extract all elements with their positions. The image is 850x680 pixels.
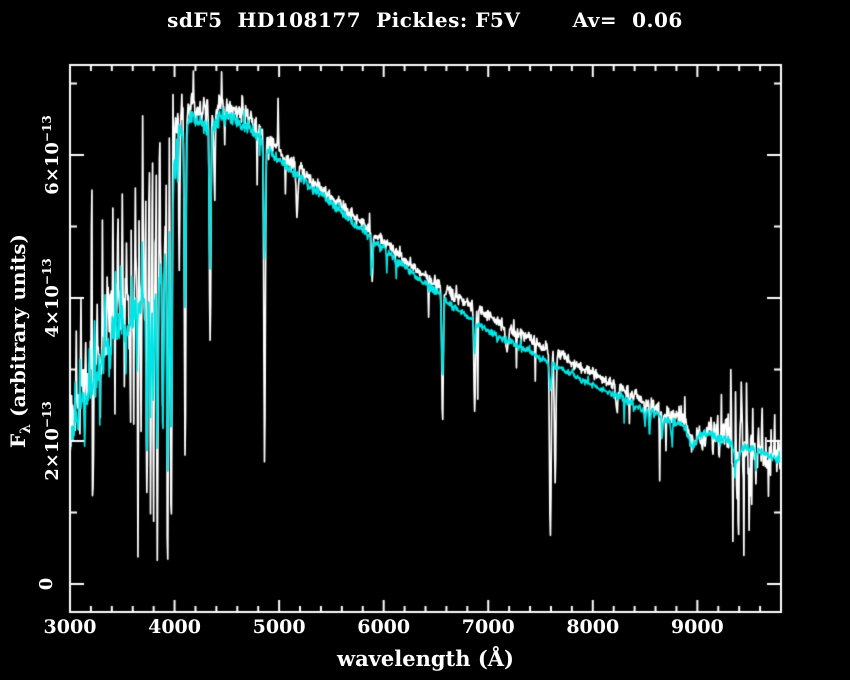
- y-tick-label: 6×10−13: [40, 115, 63, 195]
- x-tick-label: 6000: [357, 616, 411, 638]
- plot-title: sdF5 HD108177 Pickles: F5V Av= 0.06: [167, 8, 683, 32]
- x-tick-label: 4000: [148, 616, 201, 638]
- y-axis-label-units: (arbitrary units): [6, 233, 30, 424]
- y-tick-label: 0: [36, 577, 57, 591]
- x-tick-label: 9000: [670, 616, 724, 638]
- x-tick-label: 8000: [566, 616, 620, 638]
- y-axis-label-symbol: F: [6, 433, 30, 449]
- y-axis-label: Fλ (arbitrary units): [5, 211, 34, 471]
- y-tick-label: 2×10−13: [40, 401, 63, 481]
- x-tick-label: 7000: [461, 616, 515, 638]
- x-tick-label: 3000: [43, 616, 97, 638]
- y-tick-label: 4×10−13: [40, 258, 63, 338]
- y-axis-label-subscript: λ: [18, 423, 34, 434]
- x-tick-label: 5000: [252, 616, 306, 638]
- x-axis-label: wavelength (Å): [337, 646, 514, 671]
